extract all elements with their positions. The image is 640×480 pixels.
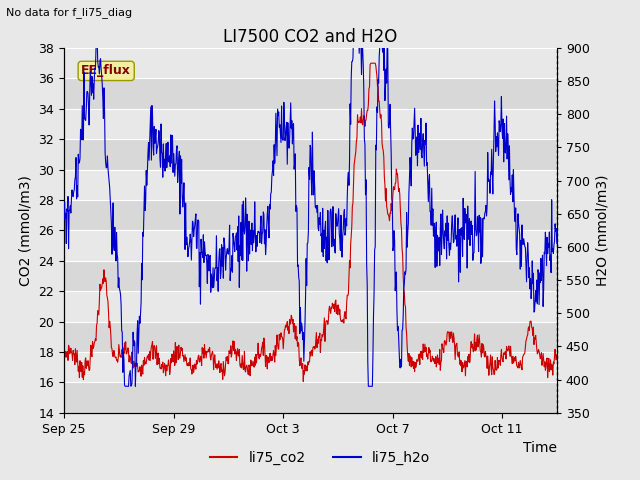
Bar [64, 322, 557, 352]
X-axis label: Time: Time [523, 441, 557, 455]
Text: No data for f_li75_diag: No data for f_li75_diag [6, 7, 132, 18]
Bar [64, 383, 557, 413]
Bar [64, 48, 557, 78]
Legend: li75_co2, li75_h2o: li75_co2, li75_h2o [204, 445, 436, 471]
Y-axis label: H2O (mmol/m3): H2O (mmol/m3) [595, 175, 609, 286]
Bar [64, 200, 557, 230]
Bar [64, 291, 557, 322]
Title: LI7500 CO2 and H2O: LI7500 CO2 and H2O [223, 28, 397, 47]
Y-axis label: CO2 (mmol/m3): CO2 (mmol/m3) [19, 175, 33, 286]
Bar [64, 109, 557, 139]
Text: EE_flux: EE_flux [81, 64, 131, 77]
Bar [64, 78, 557, 109]
Bar [64, 352, 557, 383]
Bar [64, 261, 557, 291]
Bar [64, 169, 557, 200]
Bar [64, 230, 557, 261]
Bar [64, 139, 557, 169]
